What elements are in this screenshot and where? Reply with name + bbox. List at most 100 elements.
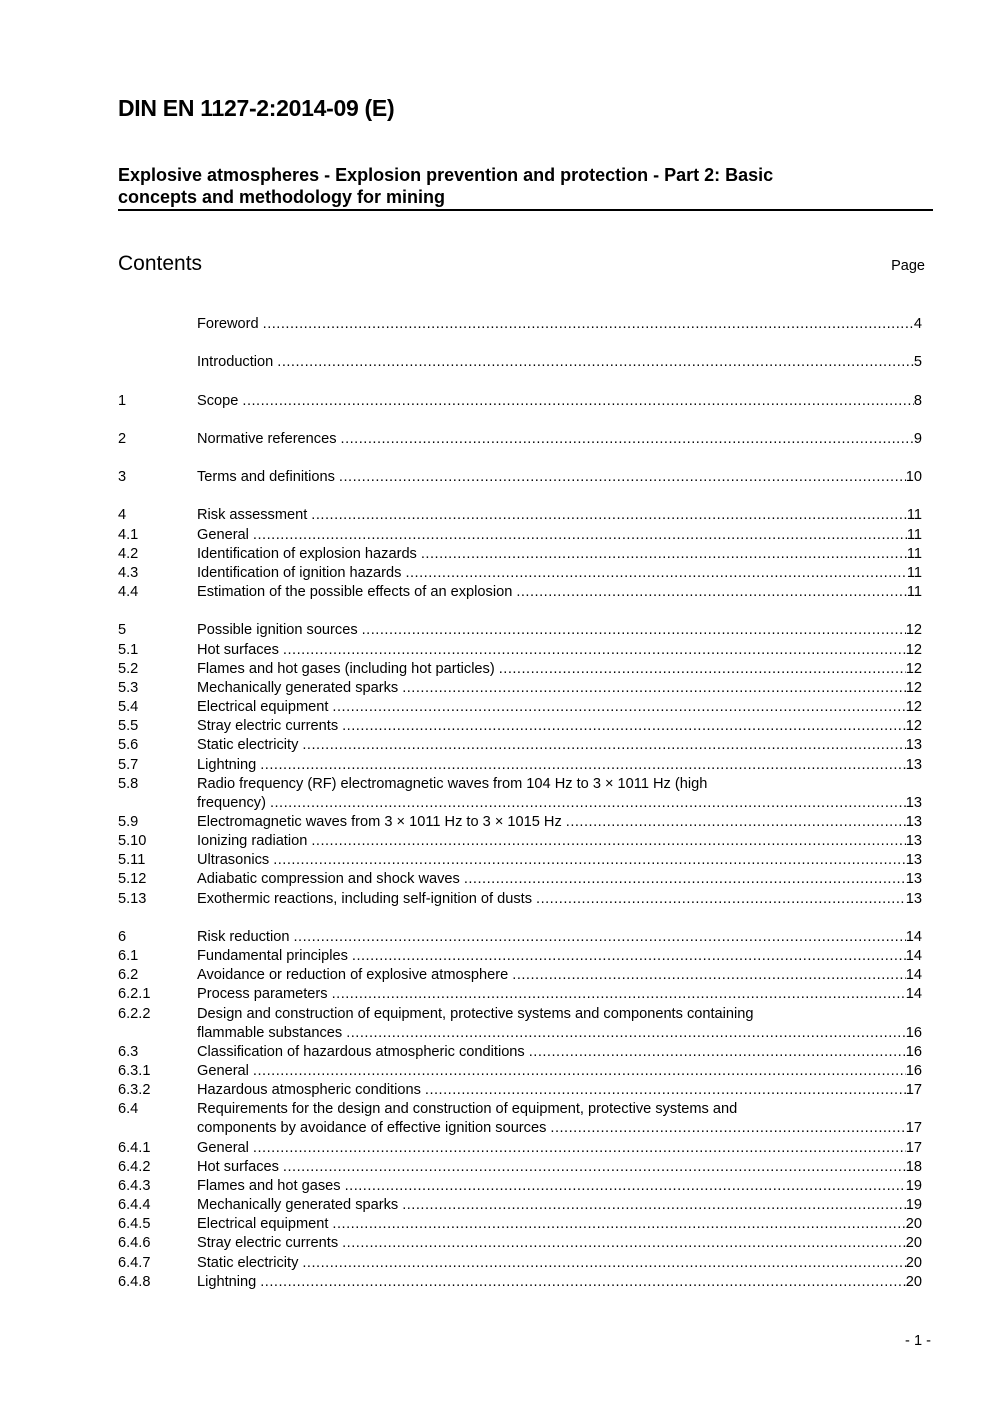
toc-entry-number: 6.2 [118,967,139,984]
toc-entry-title: General [197,1139,249,1156]
toc-entry[interactable]: 5.4 Electrical equipment 12 [118,698,922,717]
toc-entry[interactable]: 6.3.1 General 16 [118,1062,922,1081]
toc-entry[interactable]: 5.13 Exothermic reactions, including self… [118,890,922,909]
toc-entry-number [118,315,197,334]
toc-entry-page: 19 [905,1177,922,1194]
toc-entry-title: Process parameters [197,986,328,1003]
toc-entry[interactable]: 4.2 Identification of explosion hazards 11 [118,545,922,564]
subtitle-line: Explosive atmospheres - Explosion preven… [118,165,774,185]
toc-entry-number: 6.4.3 [118,1177,151,1194]
toc-entry-title: Introduction [197,354,274,371]
toc-entry[interactable]: 5.8 Radio frequency (RF) electromagnetic … [118,775,922,813]
dot-leader [260,1273,906,1292]
dot-leader [516,583,907,602]
toc-entry[interactable]: 6.4.5 Electrical equipment 20 [118,1215,922,1234]
toc-entry[interactable]: 6.4.8 Lightning 20 [118,1273,922,1292]
toc-entry[interactable]: Foreword 4 [118,315,922,334]
toc-entry-page: 13 [905,794,922,811]
toc-entry[interactable]: 2 Normative references 9 [118,430,922,449]
toc-entry[interactable]: 5.10 Ionizing radiation 13 [118,832,922,851]
toc-entry[interactable]: 5.5 Stray electric currents 12 [118,717,922,736]
toc-entry-title: Fundamental principles [197,948,348,965]
toc-entry-title: Static electricity [197,1254,299,1271]
toc-entry-number: 5.2 [118,660,139,677]
toc-entry-number [118,353,197,372]
toc-entry-page: 19 [905,1197,922,1214]
toc-entry-number: 5.3 [118,679,139,696]
toc-entry-page: 4 [913,316,922,332]
toc-entry-number: 5.10 [118,833,147,850]
toc-group: 5 Possible ignition sources 12 5.1 Hot surfa… [118,621,922,908]
toc-entry-page: 20 [905,1273,922,1290]
toc-entry-number: 6.3.1 [118,1062,151,1079]
toc-entry[interactable]: 6.4.2 Hot surfaces 18 [118,1158,922,1177]
toc-entry[interactable]: 6.4.1 General 17 [118,1139,922,1158]
toc-entry-title: Risk assessment [197,507,308,524]
toc-entry[interactable]: 6.2.2 Design and construction of equipmen… [118,1005,922,1043]
toc-entry[interactable]: 5.11 Ultrasonics 13 [118,851,922,870]
toc-entry[interactable]: 5.9 Electromagnetic waves from 3 × 1011 H… [118,813,922,832]
toc-entry[interactable]: 6 Risk reduction 14 [118,928,922,947]
toc-entry-page: 13 [905,833,922,850]
toc-entry[interactable]: 5.6 Static electricity 13 [118,736,922,755]
toc-entry[interactable]: 6.4.7 Static electricity 20 [118,1254,922,1273]
dot-leader [253,526,907,545]
document-id: DIN EN 1127-2:2014-09 (E) [118,95,395,121]
toc-entry[interactable]: 6.4.3 Flames and hot gases 19 [118,1177,922,1196]
toc-entry-title: Lightning [197,1273,257,1290]
toc-entry-page: 14 [905,967,922,984]
toc-entry[interactable]: 6.4.4 Mechanically generated sparks 19 [118,1196,922,1215]
toc-entry-page: 12 [905,699,922,716]
toc-entry[interactable]: 4.1 General 11 [118,526,922,545]
page-number: - 1 - [905,1333,931,1349]
toc-entry-page: 14 [905,948,922,965]
toc-entry-number: 6.4.2 [118,1158,151,1175]
toc-entry[interactable]: 5.12 Adiabatic compression and shock wave… [118,870,922,889]
toc-entry-title: frequency) [197,794,266,811]
toc-entry[interactable]: 1 Scope 8 [118,392,922,411]
toc-entry[interactable]: 4 Risk assessment 11 [118,506,922,525]
toc-entry-number: 6.4.8 [118,1273,151,1290]
toc-entry[interactable]: 6.4.6 Stray electric currents 20 [118,1234,922,1253]
dot-leader [464,870,906,889]
toc-entry-page: 16 [905,1062,922,1079]
toc-entry[interactable]: 6.4 Requirements for the design and const… [118,1100,922,1138]
dot-leader [342,717,906,736]
toc-entry[interactable]: 3 Terms and definitions 10 [118,468,922,487]
toc-entry[interactable]: 6.1 Fundamental principles 14 [118,947,922,966]
toc-entry-title: Hazardous atmospheric conditions [197,1082,421,1099]
toc-entry-number: 6.3 [118,1043,139,1060]
toc-entry[interactable]: 5.3 Mechanically generated sparks 12 [118,679,922,698]
toc-entry[interactable]: 5.7 Lightning 13 [118,756,922,775]
toc-entry-page: 5 [913,354,922,371]
toc-entry-page: 8 [913,392,922,409]
dot-leader [283,1158,906,1177]
toc-entry-page: 20 [905,1235,922,1252]
toc-entry-title: Scope [197,392,239,409]
toc-entry-page: 13 [905,813,922,830]
toc-entry[interactable]: 4.4 Estimation of the possible effects of… [118,583,922,602]
toc-entry-title: Foreword [197,316,259,332]
toc-entry[interactable]: Introduction 5 [118,353,922,372]
toc-entry-title: Electromagnetic waves from 3 × 1011 Hz t… [197,813,562,830]
toc-entry-number: 5.6 [118,737,139,754]
toc-entry[interactable]: 6.2.1 Process parameters 14 [118,985,922,1004]
toc-entry[interactable]: 6.2 Avoidance or reduction of explosive a… [118,966,922,985]
toc-entry[interactable]: 5 Possible ignition sources 12 [118,621,922,640]
toc-entry[interactable]: 4.3 Identification of ignition hazards 11 [118,564,922,583]
toc-entry[interactable]: 5.1 Hot surfaces 12 [118,641,922,660]
toc-entry-page: 11 [906,584,922,601]
toc-group: 4 Risk assessment 11 4.1 General 11 4.2 Identif… [118,506,922,602]
dot-leader [339,468,906,487]
toc-entry[interactable]: 6.3 Classification of hazardous atmospher… [118,1043,922,1062]
toc-entry-page: 13 [905,756,922,773]
toc-entry[interactable]: 5.2 Flames and hot gases (including hot p… [118,660,922,679]
toc-entry-title: Normative references [197,430,337,447]
toc-entry-number: 4.4 [118,584,139,601]
toc-entry-number: 5.1 [118,641,139,658]
dot-leader [512,966,906,985]
toc-entry[interactable]: 6.3.2 Hazardous atmospheric conditions 17 [118,1081,922,1100]
page-column-heading: Page [891,258,925,274]
toc-entry-title: Exothermic reactions, including self-ign… [197,890,533,907]
toc-entry-title: General [197,1062,249,1079]
